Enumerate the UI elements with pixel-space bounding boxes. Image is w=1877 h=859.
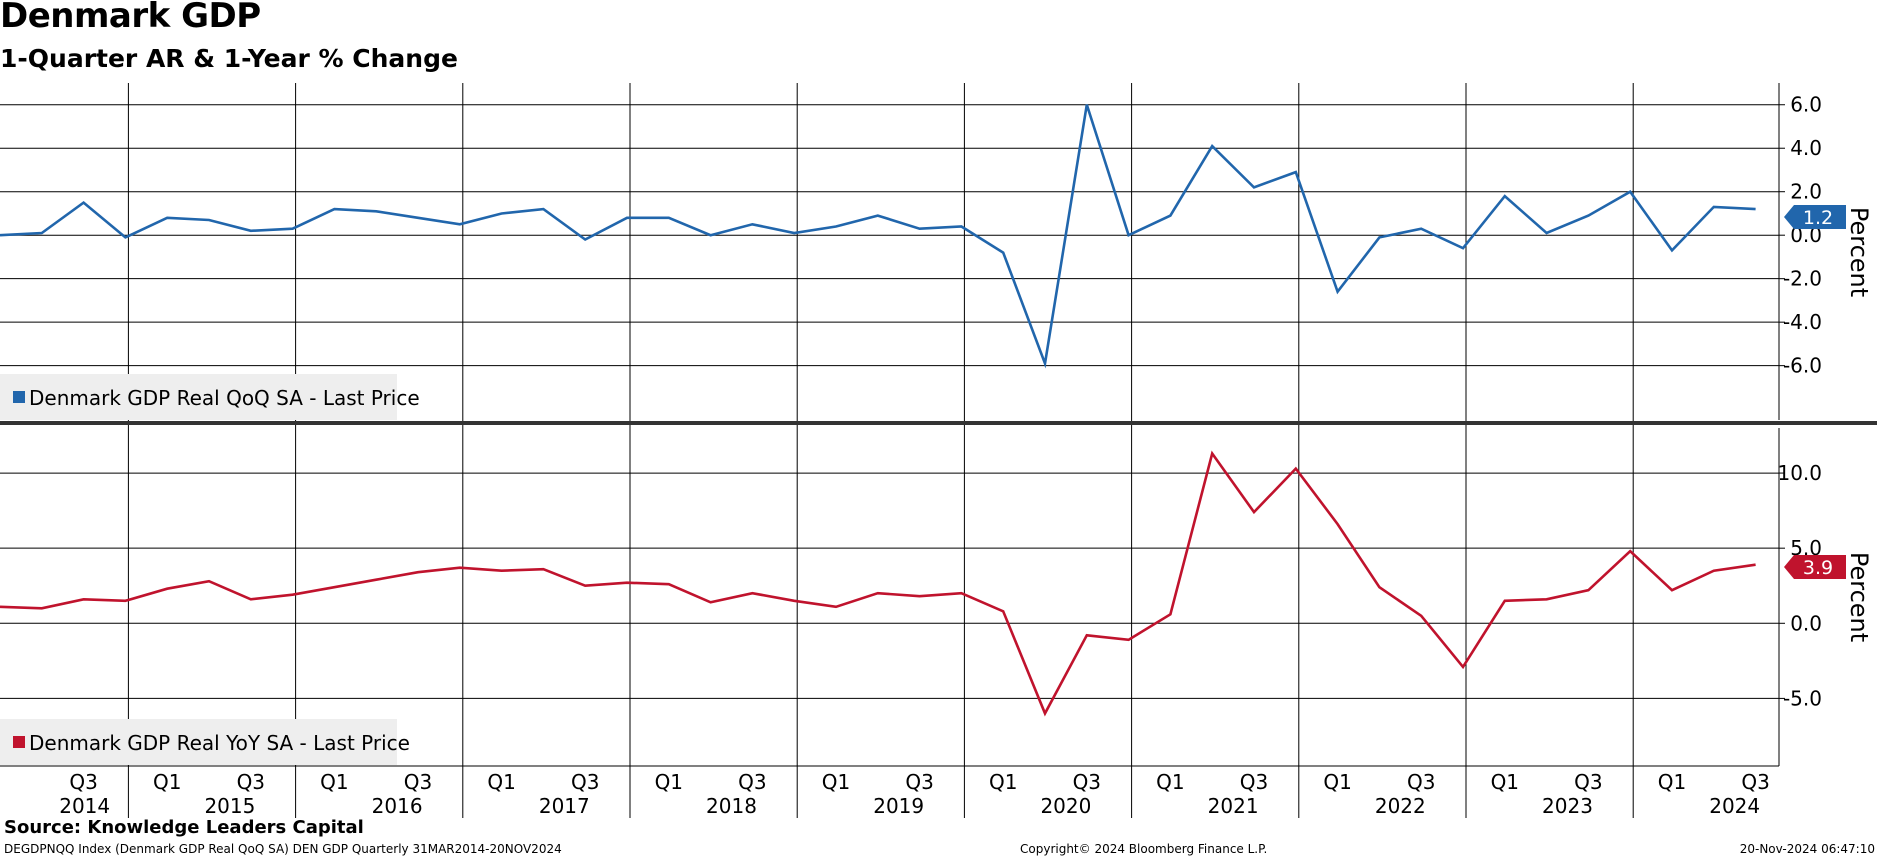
y-tick-label: 6.0 bbox=[1790, 93, 1822, 117]
x-tick-label-year: 2022 bbox=[1375, 794, 1426, 818]
legend-swatch bbox=[13, 391, 25, 403]
x-tick-label-year: 2023 bbox=[1542, 794, 1593, 818]
x-tick-label-year: 2024 bbox=[1709, 794, 1760, 818]
x-tick-label-quarter: Q1 bbox=[1658, 770, 1686, 794]
footer-copyright: Copyright© 2024 Bloomberg Finance L.P. bbox=[1020, 842, 1268, 856]
last-value-tag-shape bbox=[1784, 555, 1846, 579]
x-tick-label-quarter: Q1 bbox=[822, 770, 850, 794]
x-tick-label-quarter: Q1 bbox=[989, 770, 1017, 794]
series-layer bbox=[0, 104, 1756, 717]
x-tick-label-quarter: Q1 bbox=[320, 770, 348, 794]
x-tick-label-quarter: Q1 bbox=[1156, 770, 1184, 794]
footer-timestamp: 20-Nov-2024 06:47:10 bbox=[1739, 842, 1875, 856]
x-tick-label-quarter: Q1 bbox=[1491, 770, 1519, 794]
y-axis-label-panel-2: Percent bbox=[1845, 552, 1873, 642]
legend-label: Denmark GDP Real YoY SA - Last Price bbox=[29, 731, 410, 755]
y-axis-label-panel-1: Percent bbox=[1845, 207, 1873, 297]
x-tick-label-year: 2016 bbox=[372, 794, 423, 818]
last-value-label: 1.2 bbox=[1803, 207, 1833, 229]
x-tick-label-year: 2014 bbox=[59, 794, 110, 818]
y-tick-label: 10.0 bbox=[1777, 461, 1822, 485]
x-tick-label-quarter: Q1 bbox=[153, 770, 181, 794]
x-tick-label-quarter: Q3 bbox=[905, 770, 933, 794]
legend-box bbox=[0, 374, 397, 420]
x-tick-label-quarter: Q3 bbox=[1574, 770, 1602, 794]
x-tick-label-quarter: Q3 bbox=[738, 770, 766, 794]
page-title: Denmark GDP bbox=[0, 0, 261, 36]
x-tick-label-year: 2018 bbox=[706, 794, 757, 818]
legend-label: Denmark GDP Real QoQ SA - Last Price bbox=[29, 386, 420, 410]
x-tick-label-year: 2021 bbox=[1208, 794, 1259, 818]
x-tick-label-year: 2020 bbox=[1040, 794, 1091, 818]
legend-swatch bbox=[13, 736, 25, 748]
y-tick-label: 2.0 bbox=[1790, 180, 1822, 204]
x-tick-label-year: 2017 bbox=[539, 794, 590, 818]
x-tick-label-year: 2019 bbox=[873, 794, 924, 818]
series-line bbox=[0, 450, 1756, 717]
x-tick-label-quarter: Q3 bbox=[404, 770, 432, 794]
x-tick-label-quarter: Q1 bbox=[487, 770, 515, 794]
y-tick-label: -2.0 bbox=[1783, 267, 1822, 291]
source-label: Source: Knowledge Leaders Capital bbox=[4, 817, 364, 838]
y-tick-label: -6.0 bbox=[1783, 354, 1822, 378]
legend-panel-1: Denmark GDP Real QoQ SA - Last Price bbox=[0, 374, 420, 420]
last-value-tag-shape bbox=[1784, 205, 1846, 229]
series-line bbox=[0, 104, 1756, 369]
footer-ticker-info: DEGDPNQQ Index (Denmark GDP Real QoQ SA)… bbox=[4, 842, 562, 856]
x-tick-label-quarter: Q3 bbox=[1240, 770, 1268, 794]
last-value-tag-panel-1: 1.2 bbox=[1784, 205, 1846, 229]
page-subtitle: 1-Quarter AR & 1-Year % Change bbox=[0, 44, 458, 73]
axes-layer: -6.0-4.0-2.00.02.04.06.0-5.00.05.010.0Q3… bbox=[0, 83, 1877, 818]
y-tick-label: 4.0 bbox=[1790, 136, 1822, 160]
x-tick-label-quarter: Q3 bbox=[1741, 770, 1769, 794]
y-tick-label: 0.0 bbox=[1790, 611, 1822, 635]
x-tick-label-quarter: Q1 bbox=[1323, 770, 1351, 794]
x-tick-label-quarter: Q3 bbox=[571, 770, 599, 794]
legend-box bbox=[0, 719, 397, 765]
x-tick-label-quarter: Q3 bbox=[69, 770, 97, 794]
last-value-tag-panel-2: 3.9 bbox=[1784, 555, 1846, 579]
x-tick-label-quarter: Q3 bbox=[1073, 770, 1101, 794]
x-tick-label-quarter: Q3 bbox=[237, 770, 265, 794]
legend-panel-2: Denmark GDP Real YoY SA - Last Price bbox=[0, 719, 410, 765]
last-value-label: 3.9 bbox=[1803, 557, 1833, 579]
y-tick-label: -5.0 bbox=[1783, 686, 1822, 710]
x-tick-label-quarter: Q3 bbox=[1407, 770, 1435, 794]
y-tick-label: -4.0 bbox=[1783, 310, 1822, 334]
x-tick-label-year: 2015 bbox=[204, 794, 255, 818]
x-tick-label-quarter: Q1 bbox=[655, 770, 683, 794]
